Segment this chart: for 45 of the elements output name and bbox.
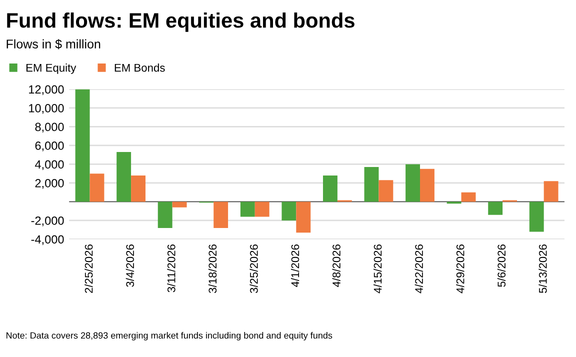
bar <box>158 202 172 228</box>
bar <box>172 202 187 208</box>
x-tick-label: 5/6/2026 <box>497 244 506 287</box>
bar <box>364 167 379 202</box>
x-tick-label: 3/4/2026 <box>126 244 134 287</box>
bar <box>420 168 434 202</box>
bar <box>214 202 228 228</box>
legend-label: EM Bonds <box>114 64 165 72</box>
y-tick-label: -2,000 <box>31 216 64 226</box>
bar <box>488 202 503 215</box>
y-tick-label: 2,000 <box>35 178 64 189</box>
y-tick-label: 8,000 <box>35 122 64 133</box>
x-tick-label: 4/15/2026 <box>374 244 382 294</box>
y-tick-label: 10,000 <box>29 104 64 114</box>
x-tick-label: 4/22/2026 <box>414 244 423 294</box>
y-tick-label: 4,000 <box>34 160 64 170</box>
x-tick-label: 2/25/2026 <box>84 244 93 293</box>
bar <box>240 202 255 217</box>
bar <box>322 175 338 202</box>
legend-label: EM Equity <box>26 64 76 74</box>
x-tick-label: 3/25/2026 <box>250 244 258 294</box>
bar <box>254 202 270 217</box>
y-tick-label: 6,000 <box>35 142 64 152</box>
bar <box>378 180 394 202</box>
x-tick-label: 4/8/2026 <box>332 244 340 288</box>
bar <box>296 202 311 233</box>
bar <box>282 202 296 220</box>
y-tick-label: 12,000 <box>29 85 64 96</box>
bar <box>90 174 104 202</box>
bar <box>116 152 132 202</box>
bar <box>529 202 544 232</box>
bar <box>544 181 558 202</box>
x-tick-label: 3/18/2026 <box>208 244 217 294</box>
x-tick-label: 4/29/2026 <box>456 244 464 294</box>
bar <box>406 164 420 202</box>
bar <box>75 89 90 202</box>
x-tick-label: 3/11/2026 <box>167 244 176 292</box>
bar <box>131 175 146 202</box>
text: Note: Data covers 28,893 emerging market funds including bond and equity funds <box>6 332 332 340</box>
bar <box>461 192 476 202</box>
x-tick-label: 5/13/2026 <box>538 244 547 294</box>
y-tick-label: -4,000 <box>31 235 64 245</box>
chart-title: Fund flows: EM equities and bonds <box>7 12 354 32</box>
x-tick-label: 4/1/2026 <box>290 244 300 288</box>
chart-subtitle: Flows in $ million <box>6 39 100 50</box>
